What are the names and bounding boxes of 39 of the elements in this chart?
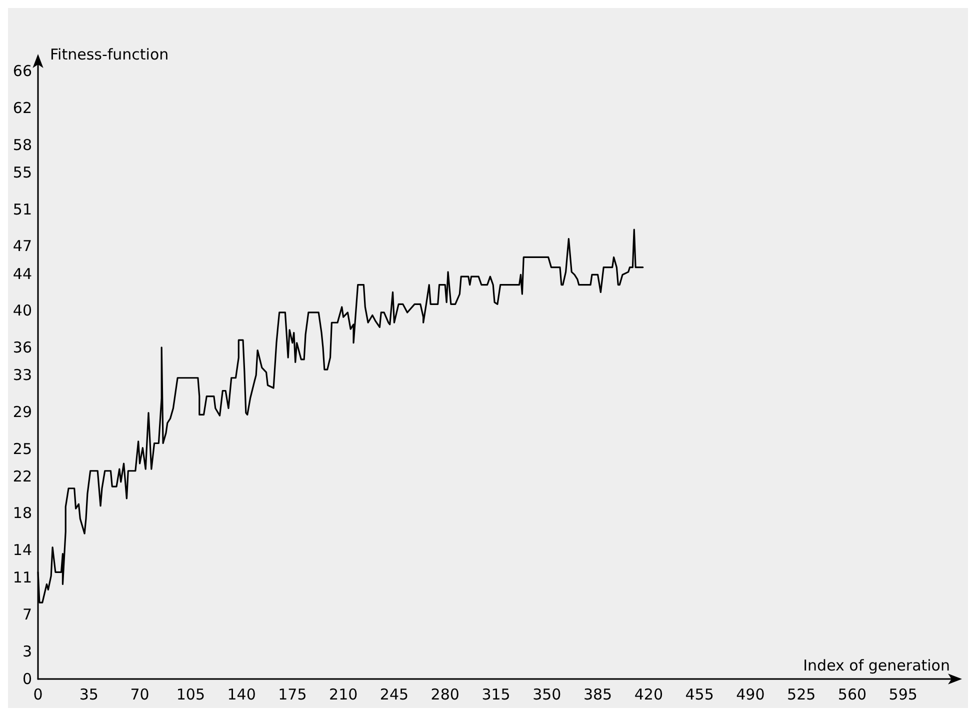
x-tick-label: 245 xyxy=(380,686,409,704)
x-tick-label: 140 xyxy=(227,686,256,704)
y-tick-label: 14 xyxy=(12,541,32,560)
y-tick-label: 58 xyxy=(12,136,32,154)
x-axis-title: Index of generation xyxy=(803,656,950,674)
x-tick-label: 350 xyxy=(532,686,562,704)
y-tick-label: 7 xyxy=(22,606,32,624)
x-tick-label: 420 xyxy=(634,686,663,704)
x-tick-label: 455 xyxy=(685,686,714,704)
y-tick-label: 62 xyxy=(12,99,32,118)
y-tick-label: 22 xyxy=(12,467,32,486)
x-tick-label: 490 xyxy=(736,686,765,704)
y-tick-label: 47 xyxy=(12,237,32,256)
y-tick-label: 33 xyxy=(12,366,32,384)
y-tick-label: 29 xyxy=(12,402,32,421)
y-tick-label: 25 xyxy=(12,440,32,458)
y-tick-label: 0 xyxy=(22,670,32,688)
y-tick-label: 11 xyxy=(12,568,32,587)
y-tick-label: 55 xyxy=(12,164,32,182)
x-tick-label: 70 xyxy=(130,686,150,704)
y-tick-label: 36 xyxy=(12,338,32,356)
x-tick-label: 210 xyxy=(329,686,358,704)
y-tick-label: 44 xyxy=(12,264,32,283)
x-tick-label: 315 xyxy=(482,686,510,704)
x-tick-label: 0 xyxy=(33,686,43,704)
x-tick-label: 175 xyxy=(278,686,307,704)
y-tick-label: 66 xyxy=(12,62,32,80)
x-tick-label: 385 xyxy=(583,686,612,704)
x-tick-label: 595 xyxy=(888,686,918,704)
x-tick-label: 105 xyxy=(176,686,205,704)
y-tick-label: 18 xyxy=(12,504,32,522)
x-tick-label: 525 xyxy=(787,686,816,704)
x-tick-label: 35 xyxy=(79,686,98,704)
y-tick-label: 51 xyxy=(12,200,32,218)
x-tick-label: 560 xyxy=(838,686,867,704)
x-tick-label: 280 xyxy=(430,686,460,704)
y-tick-label: 3 xyxy=(22,642,32,660)
y-tick-label: 40 xyxy=(12,302,32,320)
y-axis-title: Fitness-function xyxy=(50,46,169,64)
